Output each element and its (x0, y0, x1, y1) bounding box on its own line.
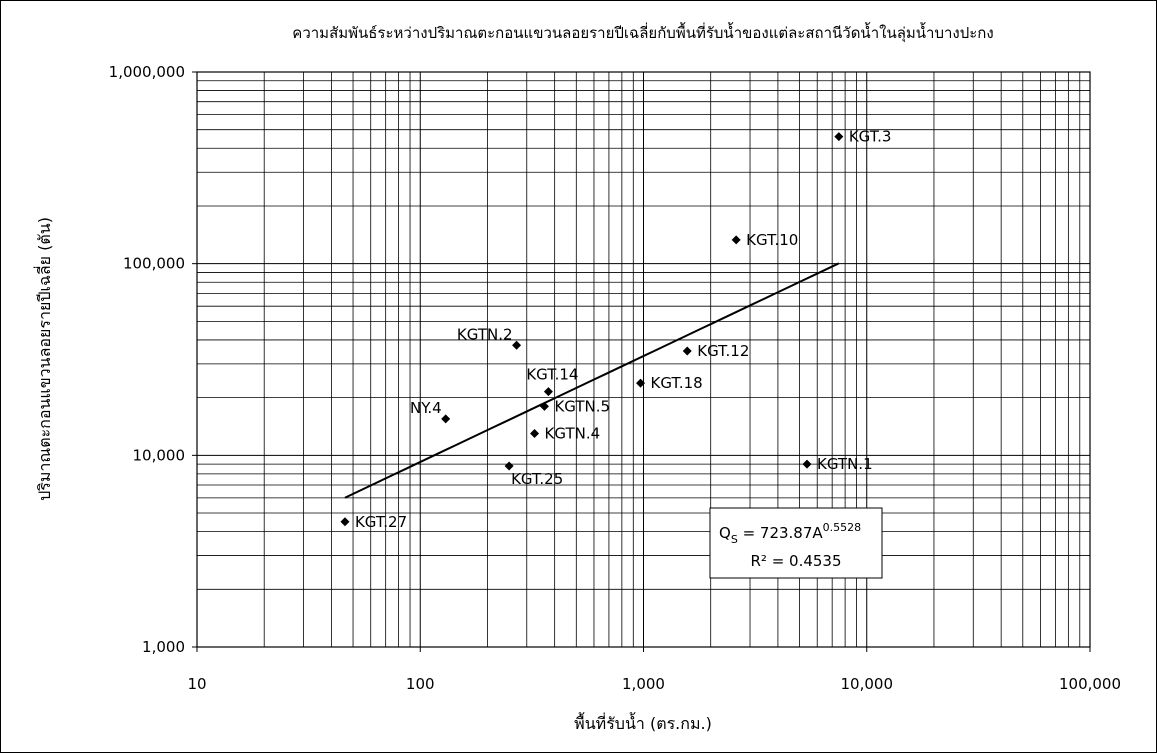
x-tick-label: 1,000 (622, 675, 665, 693)
r-squared-value: R² = 0.4535 (750, 552, 841, 570)
point-label: KGT.12 (697, 342, 749, 360)
data-point (441, 414, 451, 424)
x-axis-ticks: 10 100 1,000 10,000 100,000 (187, 647, 1121, 693)
grid (197, 72, 1090, 647)
equation-box-frame (709, 507, 883, 579)
y-axis-title: ปริมาณตะกอนแขวนลอยรายปีเฉลี่ย (ตัน) (33, 217, 54, 501)
point-label: KGT.25 (511, 470, 563, 488)
point-label: KGTN.5 (554, 397, 610, 415)
point-label: KGT.14 (526, 366, 578, 384)
data-point (682, 346, 692, 356)
point-labels: KGT.3 KGT.10 KGTN.2 KGT.12 KGT.18 KGT.14 KGTN.… (355, 128, 892, 531)
y-tick-label: 100,000 (123, 255, 185, 273)
data-points (340, 132, 844, 527)
data-point (512, 340, 522, 350)
x-tick-label: 100 (406, 675, 435, 693)
regression-equation: QS = 723.87A0.5528 (719, 521, 861, 546)
point-label: KGTN.1 (817, 455, 873, 473)
y-axis-ticks: 1,000 10,000 100,000 1,000,000 (109, 63, 197, 656)
y-tick-label: 1,000,000 (109, 63, 185, 81)
point-label: KGT.10 (746, 231, 798, 249)
data-point (834, 132, 844, 142)
point-label: KGTN.2 (457, 325, 513, 343)
y-tick-label: 1,000 (142, 638, 185, 656)
data-point (539, 401, 549, 411)
point-label: KGT.27 (355, 513, 407, 531)
data-point (636, 378, 646, 388)
y-tick-label: 10,000 (133, 446, 186, 464)
chart-title: ความสัมพันธ์ระหว่างปริมาณตะกอนแขวนลอยราย… (292, 22, 993, 43)
point-label: KGT.18 (651, 374, 703, 392)
x-tick-label: 10,000 (841, 675, 894, 693)
equation-box: QS = 723.87A0.5528 R² = 0.4535 (709, 507, 883, 579)
x-tick-label: 100,000 (1059, 675, 1121, 693)
point-label: KGT.3 (849, 128, 892, 146)
point-label: KGTN.4 (545, 424, 601, 442)
trendline-group (344, 262, 840, 499)
x-tick-label: 10 (187, 675, 206, 693)
data-point (802, 459, 812, 469)
data-point (543, 387, 553, 397)
data-point (340, 517, 350, 527)
trendline (344, 262, 840, 499)
data-point (731, 235, 741, 245)
x-axis-title: พื้นที่รับน้ำ (ตร.กม.) (574, 712, 712, 733)
point-label: NY.4 (410, 399, 442, 417)
data-point (530, 428, 540, 438)
data-point (504, 461, 514, 471)
